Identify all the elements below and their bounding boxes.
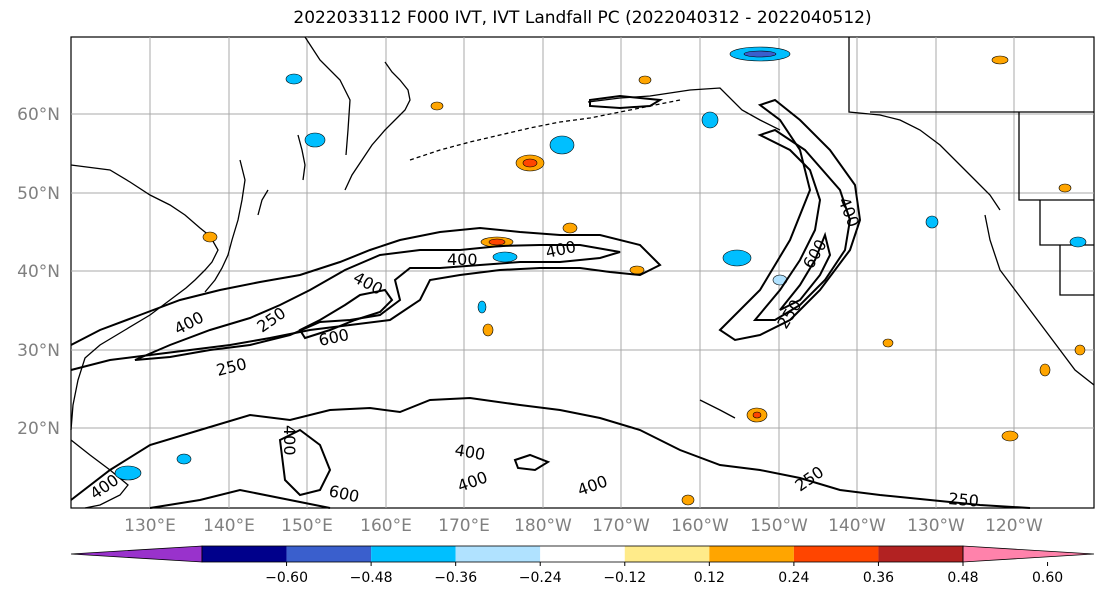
lon-label: 170°W: [592, 516, 650, 536]
colorbar-tick-label: 0.60: [1032, 570, 1063, 586]
colorbar-segment: [624, 546, 710, 562]
colorbar-segment: [793, 546, 879, 562]
lon-label: 160°W: [671, 516, 729, 536]
colorbar-tick-label: 0.48: [947, 570, 978, 586]
contour-label: 400: [280, 425, 299, 456]
colorbar-segment: [286, 546, 372, 562]
lon-label: 140°W: [828, 516, 886, 536]
colorbar-tick-label: −0.60: [265, 570, 308, 586]
ivt-contours: [70, 94, 1031, 509]
colorbar-tick-label: 0.12: [694, 570, 725, 586]
colorbar-tick-label: −0.48: [350, 570, 393, 586]
colorbar-segment: [371, 546, 456, 562]
lon-label: 170°E: [438, 516, 490, 536]
lon-label: 130°E: [124, 516, 176, 536]
lon-label: 160°E: [360, 516, 412, 536]
colorbar-segment: [878, 546, 963, 562]
lon-label: 120°W: [985, 516, 1043, 536]
colorbar-segment: [202, 546, 287, 562]
colorbar-tick-label: −0.12: [603, 570, 646, 586]
lon-label: 130°W: [907, 516, 965, 536]
lat-label: 30°N: [17, 341, 60, 361]
lon-label: 140°E: [203, 516, 255, 536]
contour-label: 250: [948, 489, 980, 511]
colorbar-tick-label: 0.24: [778, 570, 809, 586]
lat-label: 50°N: [17, 184, 60, 204]
lat-label: 20°N: [17, 419, 60, 439]
contour-label: 400: [447, 250, 478, 269]
colorbar-tick-label: −0.24: [519, 570, 562, 586]
colorbar-segment: [709, 546, 794, 562]
lon-label: 180°W: [514, 516, 572, 536]
colorbar-tick-label: 0.36: [863, 570, 894, 586]
coastlines: [70, 36, 1095, 509]
longitude-labels: 130°E 140°E 150°E 160°E 170°E 180°W 170°…: [124, 516, 1043, 536]
colorbar-frame: [201, 545, 964, 563]
colorbar-segment: [540, 546, 625, 562]
colorbar-extension-low: [70, 545, 203, 563]
colorbar-segment: [455, 546, 541, 562]
lat-label: 40°N: [17, 262, 60, 282]
shaded-anomaly-blobs: [114, 46, 1087, 506]
latitude-labels: 60°N 50°N 40°N 30°N 20°N: [17, 105, 60, 439]
lat-label: 60°N: [17, 105, 60, 125]
colorbar-extension-high: [962, 545, 1095, 563]
map-title: 2022033112 F000 IVT, IVT Landfall PC (20…: [293, 8, 872, 28]
colorbar: −0.60 −0.48 −0.36 −0.24 −0.12 0.12 0.24 0.36 0.4…: [70, 545, 1095, 586]
colorbar-tick-label: −0.36: [434, 570, 477, 586]
lon-label: 150°E: [281, 516, 333, 536]
map-panel: [70, 36, 1095, 509]
grid-lines: [71, 37, 1094, 508]
lon-label: 150°W: [750, 516, 808, 536]
